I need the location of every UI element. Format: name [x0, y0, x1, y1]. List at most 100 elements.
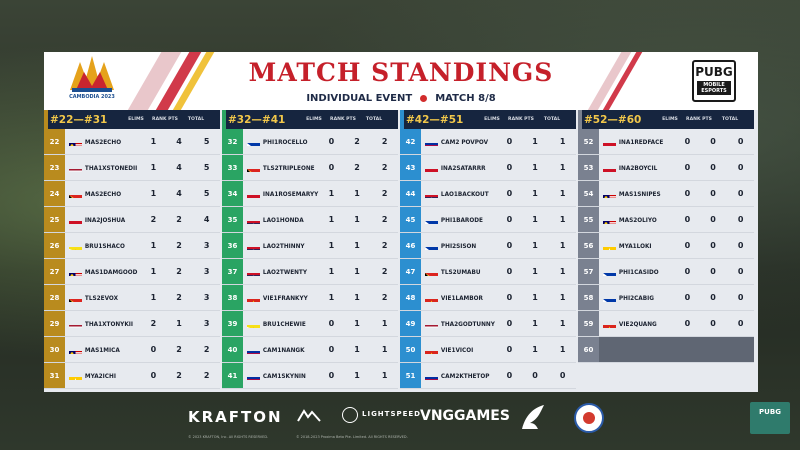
elims-value: 0 — [684, 137, 691, 146]
elims-value: 0 — [684, 163, 691, 172]
rank-number: 47 — [405, 267, 416, 276]
country-flag-icon — [424, 241, 438, 250]
player-name: INA2JOSHUA — [84, 215, 126, 224]
rank-badge: 23 — [44, 155, 65, 180]
player-name: MAS2ECHO — [84, 137, 122, 146]
total-value: 2 — [381, 267, 388, 276]
elims-value: 0 — [150, 371, 157, 380]
elims-value: 1 — [328, 241, 335, 250]
rank-badge: 28 — [44, 285, 65, 310]
rank-pts-value: 2 — [354, 137, 360, 146]
rank-number: 33 — [227, 163, 238, 172]
rank-number: 26 — [49, 241, 60, 250]
total-value: 2 — [381, 293, 388, 302]
player-name: CAM1SKYNIN — [262, 371, 306, 380]
rank-pts-value: 1 — [532, 241, 538, 250]
total-value: 1 — [381, 319, 388, 328]
total-value: 5 — [203, 189, 210, 198]
elims-value: 1 — [328, 267, 335, 276]
rank-number: 27 — [49, 267, 60, 276]
pubg-mobile-logo: PUBG MOBILE ESPORTS — [692, 60, 736, 102]
country-flag-icon — [246, 371, 260, 380]
rank-number: 52 — [583, 137, 594, 146]
copyright-proxima: © 2018-2023 Proxima Beta Pte. Limited. A… — [296, 435, 408, 439]
rank-badge: 45 — [400, 207, 421, 232]
rank-pts-value: 1 — [532, 345, 538, 354]
country-flag-icon — [424, 137, 438, 146]
rank-number: 56 — [583, 241, 594, 250]
rank-number: 45 — [405, 215, 416, 224]
rank-number: 55 — [583, 215, 594, 224]
rank-number: 53 — [583, 163, 594, 172]
standing-row: 52 INA1REDFACE 0 0 0 — [578, 129, 754, 155]
rank-pts-value: 1 — [354, 241, 360, 250]
racing-logo — [296, 408, 322, 422]
standing-row: 39 BRU1CHEWIE 0 1 1 — [222, 311, 398, 337]
player-name: LAO1HONDA — [262, 215, 304, 224]
standing-row: 46 PHI2SISON 0 1 1 — [400, 233, 576, 259]
krafton-logo: KRAFTON — [188, 408, 283, 426]
rank-pts-value: 1 — [532, 293, 538, 302]
country-flag-icon — [68, 241, 82, 250]
wing-mascot-logo — [518, 403, 548, 433]
rank-pts-value: 1 — [354, 215, 360, 224]
standing-row: 53 INA2BOYCIL 0 0 0 — [578, 155, 754, 181]
country-flag-icon — [602, 215, 616, 224]
standing-row: 33 TLS2TRIPLEONE 0 2 2 — [222, 155, 398, 181]
standing-row: 60 — [578, 337, 754, 363]
standing-row: 23 THA1XSTONEDII 1 4 5 — [44, 155, 220, 181]
rank-number: 57 — [583, 267, 594, 276]
player-name: MAS1DAMGOOD — [84, 267, 138, 276]
player-name: LAO2TWENTY — [262, 267, 308, 276]
standing-row: 26 BRU1SHACO 1 2 3 — [44, 233, 220, 259]
rank-number: 35 — [227, 215, 238, 224]
total-value: 2 — [203, 345, 210, 354]
rank-number: 42 — [405, 137, 416, 146]
elims-value: 0 — [506, 293, 513, 302]
rank-badge: 48 — [400, 285, 421, 310]
country-flag-icon — [246, 241, 260, 250]
total-value: 0 — [737, 241, 744, 250]
total-value: 1 — [559, 137, 566, 146]
column-accent — [578, 110, 582, 129]
total-value: 3 — [203, 293, 210, 302]
elims-value: 0 — [684, 241, 691, 250]
rank-badge: 30 — [44, 337, 65, 362]
country-flag-icon — [424, 189, 438, 198]
standings-column: #42—#51 ELIMS RANK PTS TOTAL 42 CAM2 POVPOV 0 1… — [400, 110, 576, 392]
rank-pts-value: 1 — [532, 189, 538, 198]
standing-row: 24 MAS2ECHO 1 4 5 — [44, 181, 220, 207]
country-flag-icon — [602, 293, 616, 302]
rank-number: 46 — [405, 241, 416, 250]
player-name: PHI1ROCELLO — [262, 137, 308, 146]
rank-number: 48 — [405, 293, 416, 302]
elims-value: 1 — [328, 293, 335, 302]
games-logo-label: CAMBODIA 2023 — [69, 94, 115, 100]
lightspeed-logo: LIGHTSPEED — [362, 410, 421, 418]
total-header: TOTAL — [721, 117, 739, 122]
vnggames-logo: VNGGAMES — [420, 408, 510, 424]
rank-badge: 46 — [400, 233, 421, 258]
rank-badge: 53 — [578, 155, 599, 180]
player-name: MAS1SNIPES — [618, 189, 661, 198]
rank-badge: 22 — [44, 129, 65, 154]
rank-pts-value: 4 — [176, 163, 182, 172]
lightspeed-icon — [342, 407, 358, 423]
rank-pts-value: 1 — [354, 189, 360, 198]
standing-row: 44 LAO1BACKOUT 0 1 1 — [400, 181, 576, 207]
rank-badge: 24 — [44, 181, 65, 206]
standing-row: 28 TLS2EVOX 1 2 3 — [44, 285, 220, 311]
rank-badge: 59 — [578, 311, 599, 336]
rank-number: 41 — [227, 371, 238, 380]
rank-badge: 58 — [578, 285, 599, 310]
column-header: #32—#41 ELIMS RANK PTS TOTAL — [222, 110, 398, 129]
total-value: 2 — [381, 137, 388, 146]
rank-badge: 35 — [222, 207, 243, 232]
standing-row: 56 MYA1LOKI 0 0 0 — [578, 233, 754, 259]
rank-number: 32 — [227, 137, 238, 146]
rank-range: #42—#51 — [406, 113, 464, 126]
country-flag-icon — [246, 345, 260, 354]
standing-row: 40 CAM1NANGK 0 1 1 — [222, 337, 398, 363]
standing-row: 27 MAS1DAMGOOD 1 2 3 — [44, 259, 220, 285]
country-flag-icon — [68, 319, 82, 328]
